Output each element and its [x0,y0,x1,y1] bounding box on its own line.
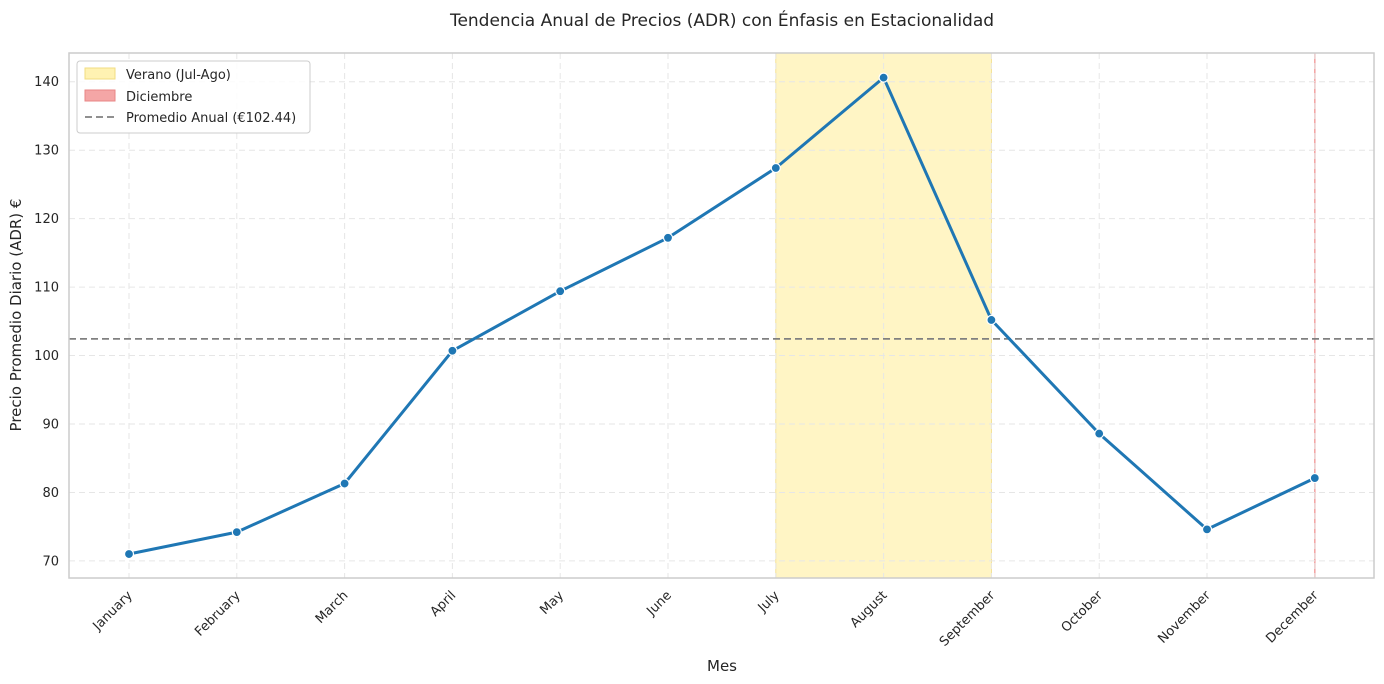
x-tick-label-march: March [313,588,352,627]
y-axis-ticks: 70 80 90 100 110 120 130 140 [34,75,59,569]
x-tick-label-february: February [192,588,244,640]
x-tick-label-october: October [1059,588,1107,636]
data-point-february [231,527,242,538]
y-tick-label: 80 [42,486,59,501]
data-point-january [123,548,135,560]
chart-title: Tendencia Anual de Precios (ADR) con Énf… [449,9,994,31]
y-tick-label: 110 [34,281,59,296]
x-tick-label-may: May [537,588,567,618]
x-tick-label-november: November [1155,588,1214,647]
y-tick-label: 100 [34,349,59,364]
y-tick-label: 140 [34,75,59,90]
plot-area [68,52,1375,579]
x-tick-label-january: January [90,588,136,634]
legend-label-summer: Verano (Jul-Ago) [126,68,231,83]
y-tick-label: 90 [42,417,59,432]
x-tick-label-august: August [848,588,891,631]
series-adr [123,72,1320,560]
data-point-may [555,286,566,297]
y-tick-label: 130 [34,144,59,159]
data-point-march [339,478,350,489]
x-axis-ticks: January February March April May June July Augu… [90,588,1322,650]
x-axis-label: Mes [707,657,737,675]
x-tick-label-december: December [1263,588,1322,647]
series-line [127,76,1317,556]
legend-swatch-summer [84,67,116,80]
legend-swatch-december [84,89,116,102]
x-tick-label-april: April [428,588,460,620]
legend-label-average: Promedio Anual (€102.44) [126,111,296,126]
plot-frame [68,52,1375,579]
data-point-november [1201,524,1213,535]
plot-background [69,53,1374,578]
x-tick-label-september: September [937,588,999,650]
data-point-august [878,72,889,83]
x-tick-label-june: June [643,588,674,619]
data-point-september [986,314,997,326]
legend: Verano (Jul-Ago) Diciembre Promedio Anua… [76,60,311,134]
y-axis-label: Precio Promedio Diario (ADR) € [7,199,25,432]
x-tick-label-july: July [755,588,783,616]
data-point-july [770,162,781,174]
legend-label-december: Diciembre [126,90,192,105]
y-tick-label: 120 [34,212,59,227]
data-point-december [1309,472,1320,484]
data-point-june [662,232,674,243]
data-point-april [447,345,458,356]
y-tick-label: 70 [42,554,59,569]
legend-frame [76,60,311,134]
data-point-october [1094,428,1105,439]
